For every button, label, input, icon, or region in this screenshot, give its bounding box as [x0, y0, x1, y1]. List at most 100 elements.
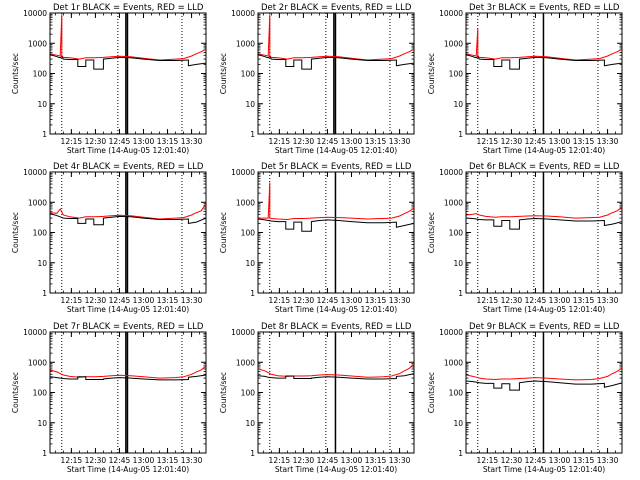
x-tick-label: 13:15	[365, 296, 387, 305]
x-tick-label: 13:15	[573, 296, 595, 305]
y-tick-label: 10000	[439, 168, 463, 177]
lld-rate-line	[466, 206, 622, 219]
lld-rate-line	[466, 28, 622, 61]
chart-title: Det 9r BLACK = Events, RED = LLD	[469, 322, 620, 332]
y-tick-label: 1	[250, 130, 255, 139]
x-tick-label: 13:30	[597, 296, 619, 305]
chart-panel: Det 3r BLACK = Events, RED = LLD 1 10 100 10…	[427, 3, 623, 155]
events-rate-line	[466, 54, 622, 70]
x-tick-label: 12:15	[269, 456, 291, 465]
x-tick-label: 13:00	[341, 456, 363, 465]
chart-title: Det 2r BLACK = Events, RED = LLD	[261, 3, 412, 13]
chart-panel: Det 1r BLACK = Events, RED = LLD 1 10 100 10…	[11, 3, 207, 155]
x-tick-label: 12:45	[109, 456, 131, 465]
y-tick-label: 1	[250, 449, 255, 458]
y-tick-label: 10	[453, 100, 463, 109]
x-tick-label: 13:15	[573, 456, 595, 465]
y-tick-label: 1	[458, 289, 463, 298]
x-tick-label: 12:45	[317, 137, 339, 146]
y-tick-label: 100	[241, 229, 256, 238]
chart-panel: Det 5r BLACK = Events, RED = LLD 1 10 100 10…	[219, 162, 415, 314]
y-tick-label: 1	[42, 289, 47, 298]
x-axis-label: Start Time (14-Aug-05 12:01:40)	[67, 305, 189, 314]
y-tick-label: 1	[42, 449, 47, 458]
y-tick-label: 10	[245, 100, 255, 109]
y-tick-label: 10000	[23, 168, 47, 177]
x-tick-label: 12:15	[477, 296, 499, 305]
x-tick-label: 13:30	[389, 296, 411, 305]
chart-panel: Det 4r BLACK = Events, RED = LLD 1 10 100 10…	[11, 162, 207, 314]
x-axis-label: Start Time (14-Aug-05 12:01:40)	[67, 465, 189, 474]
x-tick-label: 13:00	[549, 137, 571, 146]
y-tick-label: 1000	[28, 39, 47, 48]
x-tick-label: 12:30	[501, 137, 523, 146]
x-tick-label: 13:00	[341, 137, 363, 146]
x-axis-label: Start Time (14-Aug-05 12:01:40)	[483, 146, 605, 155]
x-tick-label: 12:30	[85, 456, 107, 465]
x-tick-label: 12:15	[61, 456, 83, 465]
chart-title: Det 5r BLACK = Events, RED = LLD	[261, 162, 412, 172]
lld-rate-line	[50, 14, 206, 61]
y-tick-label: 100	[33, 389, 48, 398]
y-tick-label: 100	[449, 229, 464, 238]
y-tick-label: 100	[449, 70, 464, 79]
chart-panel: Det 2r BLACK = Events, RED = LLD 1 10 100 10…	[219, 3, 415, 155]
x-tick-label: 13:15	[157, 137, 179, 146]
x-tick-label: 13:30	[181, 456, 203, 465]
x-tick-label: 13:15	[157, 296, 179, 305]
chart-title: Det 1r BLACK = Events, RED = LLD	[53, 3, 204, 13]
x-tick-label: 12:15	[477, 137, 499, 146]
x-tick-label: 13:00	[133, 456, 155, 465]
x-tick-label: 12:15	[61, 137, 83, 146]
y-tick-label: 1000	[444, 39, 463, 48]
lld-rate-line	[50, 203, 206, 220]
x-tick-label: 13:00	[549, 296, 571, 305]
y-axis-label: Counts/sec	[427, 212, 436, 253]
y-tick-label: 10000	[439, 328, 463, 337]
chart-panel: Det 7r BLACK = Events, RED = LLD 1 10 100 10…	[11, 322, 207, 474]
lld-rate-line	[50, 365, 206, 379]
events-rate-line	[258, 54, 414, 70]
x-tick-label: 13:00	[549, 456, 571, 465]
y-tick-label: 100	[241, 389, 256, 398]
y-tick-label: 100	[33, 229, 48, 238]
y-axis-label: Counts/sec	[219, 212, 228, 253]
x-tick-label: 12:30	[85, 137, 107, 146]
y-tick-label: 10000	[231, 168, 255, 177]
y-tick-label: 1	[458, 130, 463, 139]
y-tick-label: 1	[250, 289, 255, 298]
y-tick-label: 10	[37, 100, 47, 109]
x-tick-label: 12:30	[293, 137, 315, 146]
x-tick-label: 13:00	[133, 137, 155, 146]
y-tick-label: 1000	[444, 198, 463, 207]
x-tick-label: 12:45	[109, 296, 131, 305]
x-tick-label: 13:00	[133, 296, 155, 305]
x-tick-label: 13:30	[389, 456, 411, 465]
x-tick-label: 13:30	[181, 137, 203, 146]
y-tick-label: 1	[458, 449, 463, 458]
y-tick-label: 1000	[28, 198, 47, 207]
x-tick-label: 13:30	[181, 296, 203, 305]
y-tick-label: 1000	[28, 358, 47, 367]
x-tick-label: 13:00	[341, 296, 363, 305]
events-rate-line	[258, 373, 414, 380]
x-tick-label: 12:30	[85, 296, 107, 305]
x-tick-label: 12:45	[525, 137, 547, 146]
events-rate-line	[258, 218, 414, 232]
x-tick-label: 12:45	[525, 296, 547, 305]
x-tick-label: 13:15	[365, 137, 387, 146]
y-axis-label: Counts/sec	[427, 372, 436, 413]
y-axis-label: Counts/sec	[219, 372, 228, 413]
y-tick-label: 10000	[439, 9, 463, 18]
x-tick-label: 13:30	[597, 137, 619, 146]
y-tick-label: 10	[37, 259, 47, 268]
lld-rate-line	[258, 363, 414, 378]
y-tick-label: 10	[245, 419, 255, 428]
x-tick-label: 12:30	[293, 456, 315, 465]
y-axis-label: Counts/sec	[11, 212, 20, 253]
y-axis-label: Counts/sec	[219, 53, 228, 94]
x-axis-label: Start Time (14-Aug-05 12:01:40)	[483, 465, 605, 474]
y-tick-label: 1000	[236, 198, 255, 207]
y-tick-label: 10	[245, 259, 255, 268]
